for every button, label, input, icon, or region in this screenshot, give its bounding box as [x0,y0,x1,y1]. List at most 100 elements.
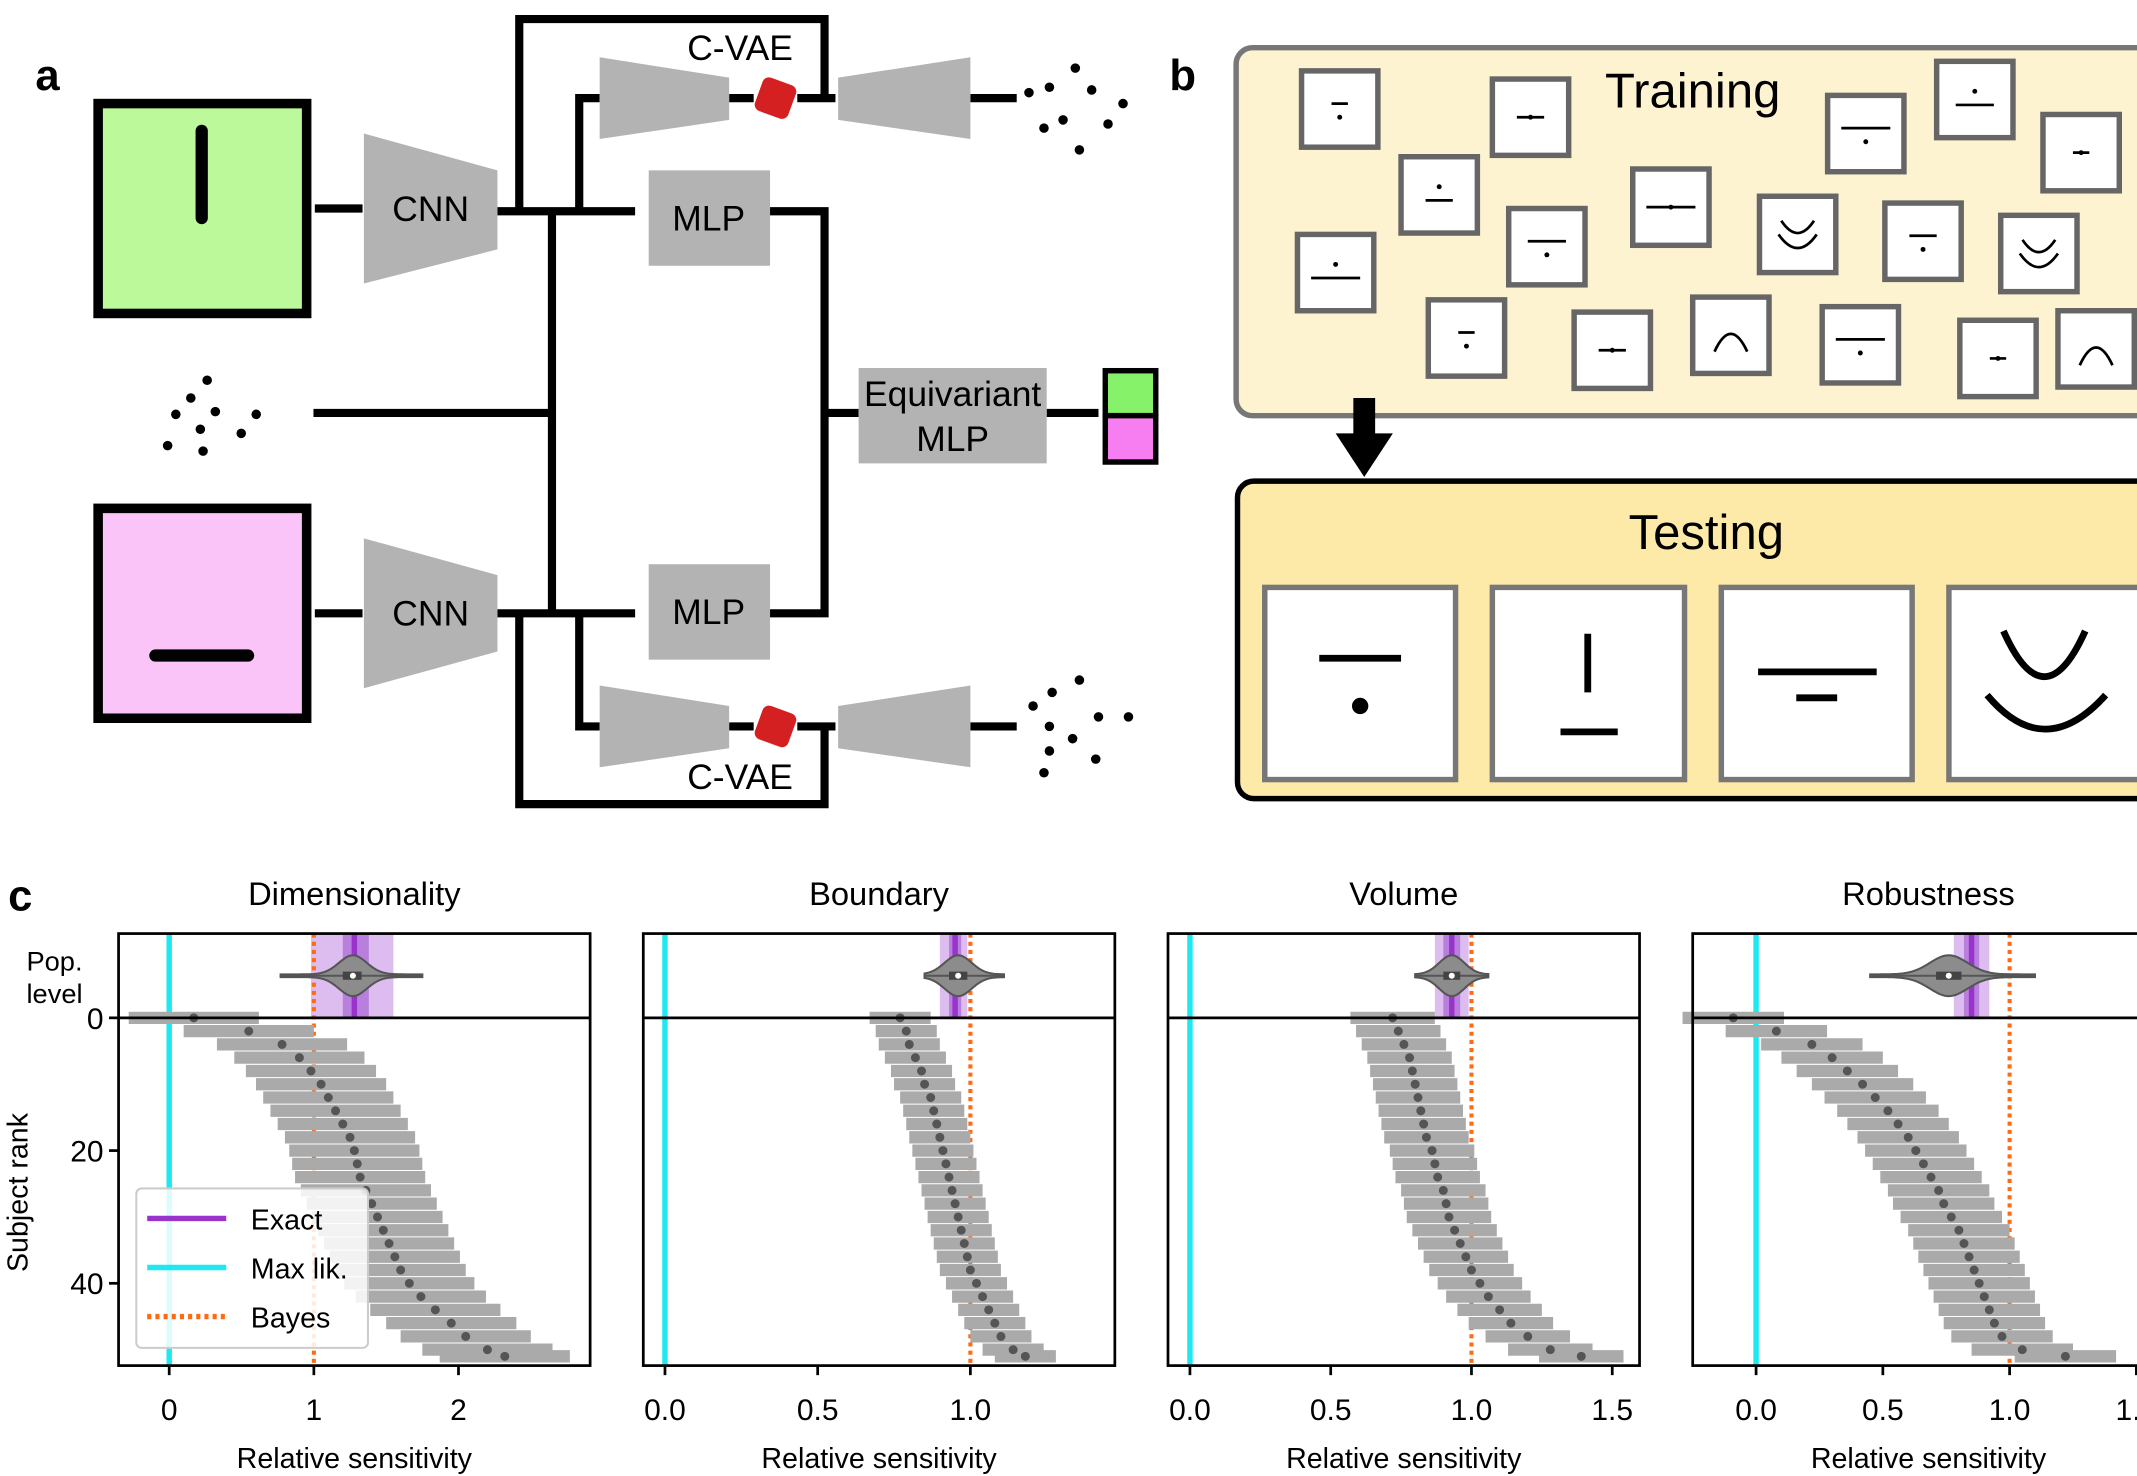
x-tick-label: 0.5 [1862,1394,1904,1427]
subject-point [390,1252,399,1261]
subject-point [1475,1279,1484,1288]
subject-point [1911,1146,1920,1155]
subject-point [1456,1239,1465,1248]
x-tick-label: 0 [161,1394,178,1427]
chart: VolumeRelative sensitivity0.00.51.01.5 [1168,875,1640,1475]
violin-median [350,973,356,979]
subject-point [960,1239,969,1248]
y-tick-label: 20 [70,1135,103,1168]
panel-label: b [1169,52,1196,100]
subject-point [295,1053,304,1062]
subject-point [954,1212,963,1221]
x-tick-label: 1.5 [1591,1394,1633,1427]
subject-point [1954,1226,1963,1235]
subject-point [483,1345,492,1354]
subject-point [396,1266,405,1275]
stimulus-frame [1428,300,1504,376]
x-tick-label: 1.0 [1451,1394,1493,1427]
subject-point [1484,1292,1493,1301]
chart: RobustnessRelative sensitivity0.00.51.01… [1683,875,2137,1475]
stimulus-glyph [1972,89,1977,94]
equivariant-label: Equivariant [864,374,1041,414]
subject-point [317,1080,326,1089]
subject-point [990,1319,999,1328]
subject-point [1394,1027,1403,1036]
chart-title: Robustness [1842,875,2015,912]
subject-point [1934,1186,1943,1195]
plot-frame [643,934,1115,1366]
subject-point [379,1226,388,1235]
stimulus-glyph [1858,351,1863,356]
stimulus-frame [1885,203,1961,279]
subject-point [1444,1212,1453,1221]
subject-point [1772,1027,1781,1036]
encoder [600,686,729,768]
subject-point [945,1173,954,1182]
x-tick-label: 0.0 [1735,1394,1777,1427]
subject-point [917,1066,926,1075]
input-image [98,508,307,718]
subject-point [951,1199,960,1208]
pop-level-label: level [26,978,82,1009]
subject-point [957,1226,966,1235]
panel-b: b Training Testing [1169,48,2137,799]
subject-point [500,1352,509,1361]
subject-point [1927,1173,1936,1182]
chart-title: Boundary [809,875,950,912]
subject-point [2018,1345,2027,1354]
figure: a CNN CNN C-VAE C-VAE MLP MLP Equivarian… [0,0,2137,1476]
stimulus-glyph [1863,139,1868,144]
stimulus-glyph [1437,184,1442,189]
subject-point [1871,1093,1880,1102]
subject-point [324,1093,333,1102]
output [1105,371,1155,416]
subject-point [1405,1053,1414,1062]
subject-point [350,1146,359,1155]
subject-point [905,1040,914,1049]
stimulus-glyph [1921,247,1926,252]
subject-point [996,1332,1005,1341]
subject-point [1970,1266,1979,1275]
subject-point [405,1279,414,1288]
subject-point [1577,1352,1586,1361]
subject-point [306,1066,315,1075]
subject-point [278,1040,287,1049]
subject-point [966,1266,975,1275]
stimulus-frame [1302,71,1378,147]
subject-point [929,1106,938,1115]
equivariant-label: MLP [916,419,989,459]
subject-point [416,1292,425,1301]
stimulus-glyph [1668,205,1673,210]
violin-median [955,973,961,979]
subject-point [1828,1053,1837,1062]
legend-label: Exact [251,1204,323,1236]
subject-point [1843,1066,1852,1075]
stimulus-glyph [1333,262,1338,267]
training-label: Training [1605,65,1780,119]
subject-point [1947,1212,1956,1221]
subject-point [1919,1159,1928,1168]
subject-point [1904,1133,1913,1142]
subject-point [938,1146,947,1155]
stimulus-frame [2001,215,2077,291]
subject-point [1985,1305,1994,1314]
subject-point [331,1106,340,1115]
subject-point [1467,1266,1476,1275]
violin-median [1946,973,1952,979]
x-tick-label: 1 [306,1394,323,1427]
subject-point [920,1080,929,1089]
subject-point [978,1292,987,1301]
subject-point [1894,1120,1903,1129]
subject-point [244,1027,253,1036]
subject-point [1858,1080,1867,1089]
cnn-label: CNN [392,594,469,634]
encoder [600,57,729,139]
subject-point [941,1159,950,1168]
decoder [838,57,970,139]
subject-point [1807,1040,1816,1049]
pop-level-label: Pop. [26,945,82,976]
subject-point [1021,1352,1030,1361]
subject-point [1506,1319,1515,1328]
subject-point [353,1159,362,1168]
